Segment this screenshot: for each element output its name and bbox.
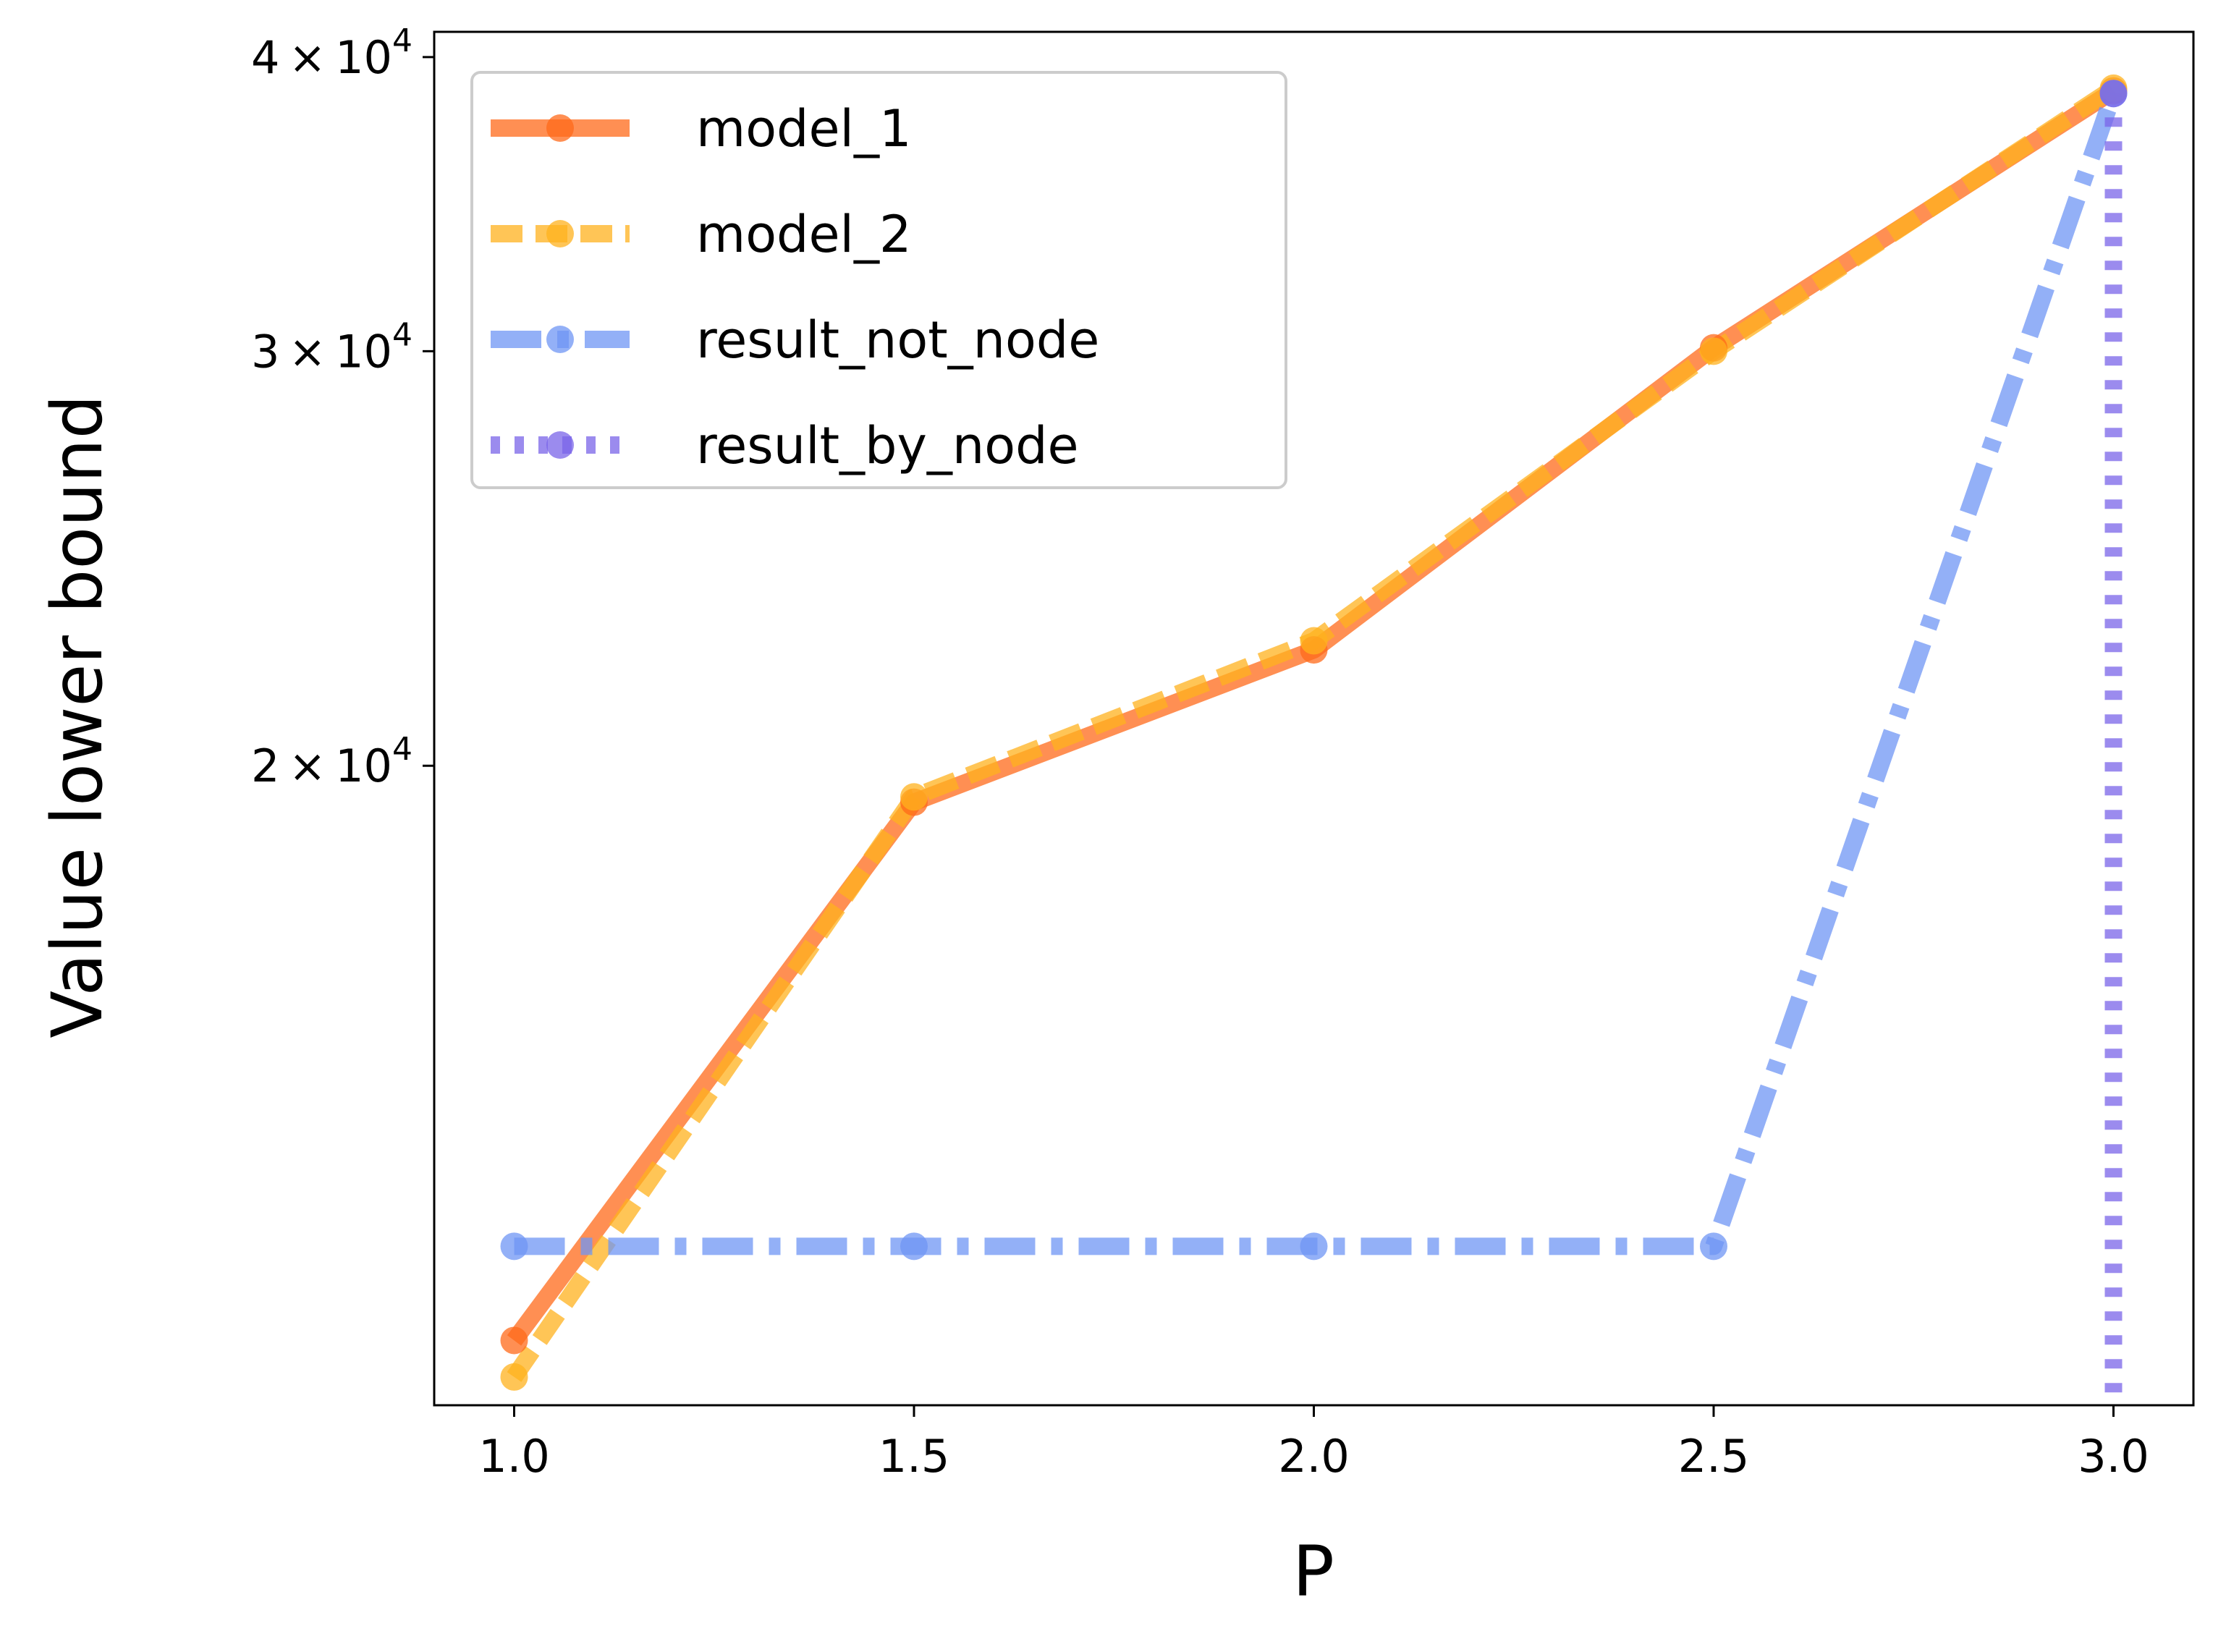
legend-marker-model-2 — [546, 220, 574, 247]
legend-label-model-2: model_2 — [696, 205, 912, 264]
y-tick-label: 3 × 104 — [251, 316, 412, 378]
y-tick-label: 4 × 104 — [251, 22, 412, 84]
data-point-model-2 — [1300, 627, 1328, 655]
marker-layer — [500, 74, 2128, 1391]
data-point-model-1 — [500, 1326, 528, 1355]
x-tick-label: 2.5 — [1678, 1430, 1750, 1483]
legend-marker-result-by-node — [546, 431, 574, 459]
y-axis-title: Value lower bound — [37, 394, 118, 1038]
data-point-result-not-node — [1300, 1232, 1328, 1261]
legend-label-result-not-node: result_not_node — [696, 310, 1099, 370]
legend-marker-result-not-node — [546, 326, 574, 353]
x-tick-label: 1.0 — [478, 1430, 550, 1483]
x-axis: 1.0 1.5 2.0 2.5 3.0 — [478, 1405, 2149, 1483]
legend-marker-model-1 — [546, 114, 574, 142]
legend-label-result-by-node: result_by_node — [696, 416, 1079, 475]
data-point-model-2 — [500, 1363, 528, 1391]
data-point-result-not-node — [500, 1232, 528, 1261]
y-tick-label: 2 × 104 — [251, 731, 412, 792]
y-axis: 2 × 104 3 × 104 4 × 104 — [251, 22, 434, 792]
legend-label-model-1: model_1 — [696, 99, 912, 158]
data-point-result-not-node — [1700, 1232, 1727, 1261]
x-tick-label: 3.0 — [2078, 1430, 2149, 1483]
data-point-result-by-node — [2099, 80, 2128, 108]
x-tick-label: 2.0 — [1278, 1430, 1350, 1483]
data-point-result-not-node — [900, 1232, 928, 1261]
plot-area — [500, 74, 2128, 1405]
x-tick-label: 1.5 — [879, 1430, 950, 1483]
data-point-model-2 — [900, 783, 928, 811]
legend: model_1 model_2 result_not_node result_by_n… — [470, 71, 1287, 489]
legend-box — [470, 71, 1287, 489]
x-axis-title: P — [1292, 1531, 1334, 1612]
data-point-model-2 — [1700, 337, 1727, 365]
